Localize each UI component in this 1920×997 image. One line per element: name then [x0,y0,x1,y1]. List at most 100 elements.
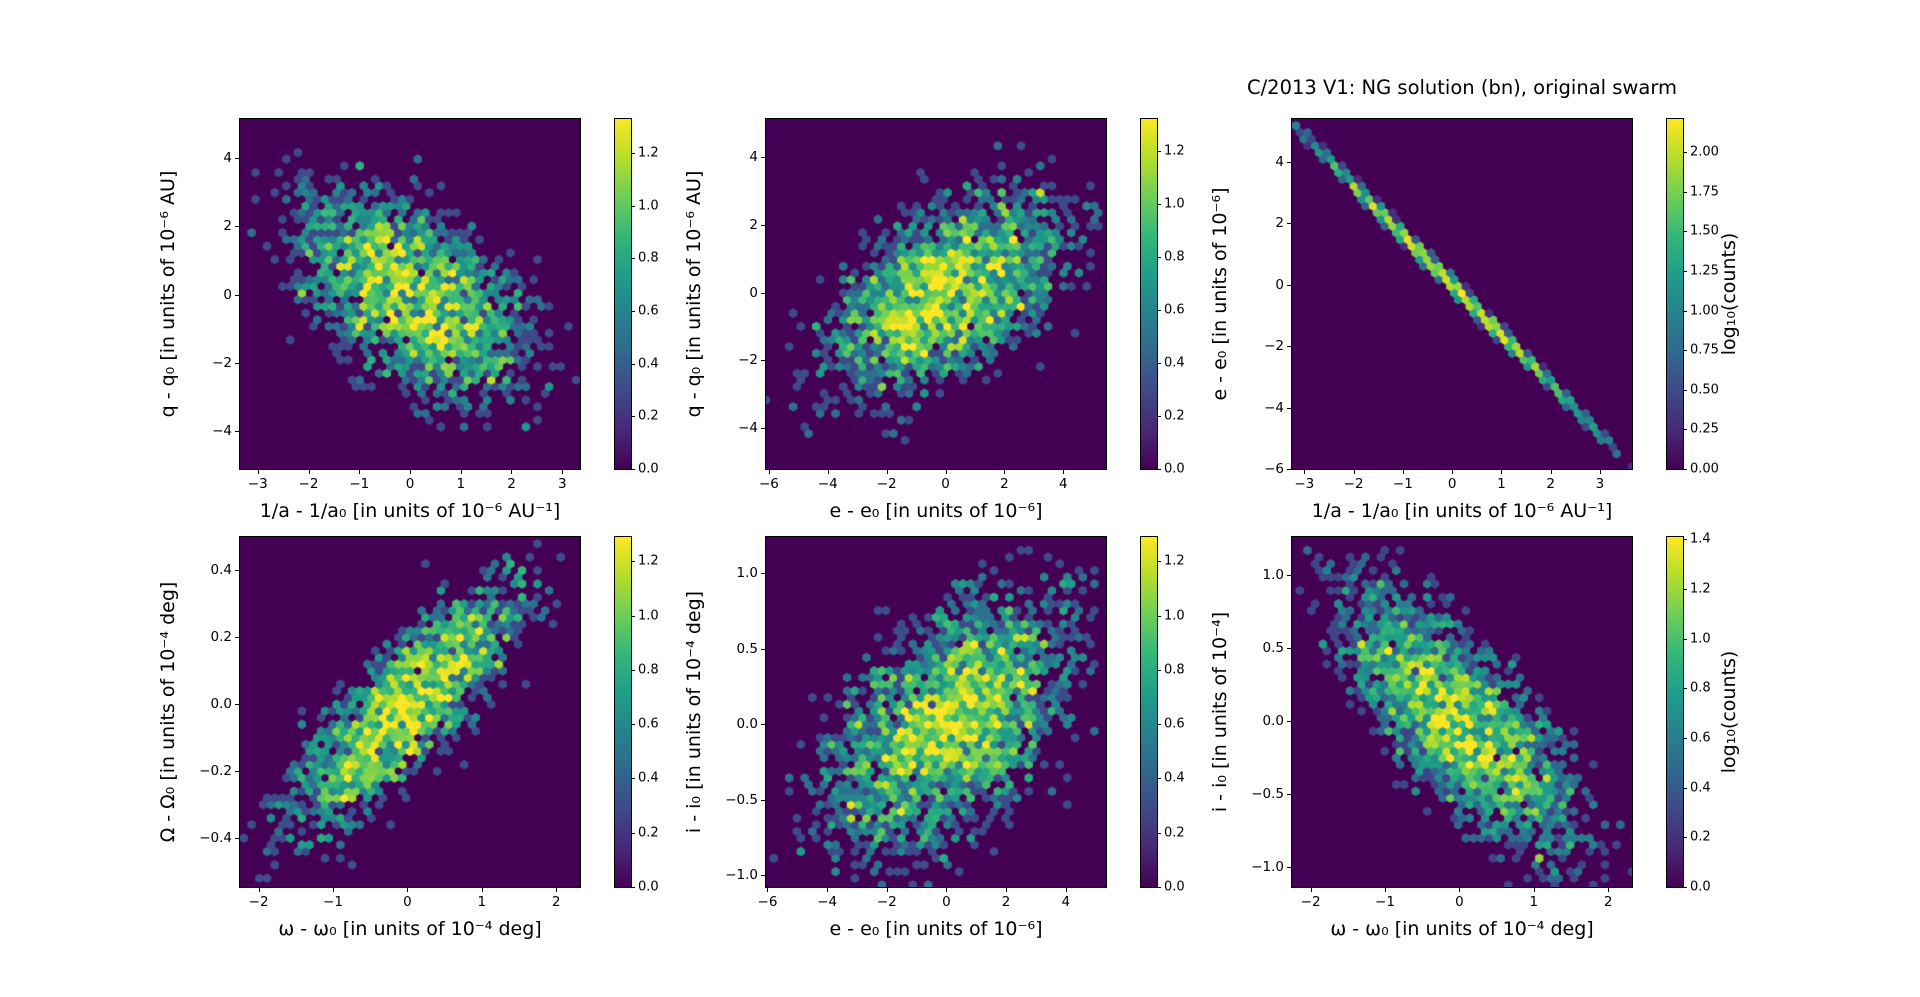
x-tick-label: −1 [323,894,343,910]
y-tick-label: 0.5 [736,640,758,657]
colorbar-tick-label: 1.0 [1690,631,1711,647]
colorbar-tick-label: 1.25 [1690,263,1719,279]
y-tick-label: 0.0 [736,716,758,733]
colorbar-tick-mark [1157,778,1161,780]
colorbar-tick-label: 0.6 [638,716,659,732]
y-tick-mark [1287,793,1292,795]
colorbar-q-diff-vs-e-diff [1140,118,1158,470]
colorbar-tick-label: 0.00 [1690,461,1719,477]
x-tick-mark [827,469,829,474]
colorbar-tick-mark [1683,271,1687,273]
colorbar-tick-label: 0.8 [1164,249,1185,265]
colorbar-tick-label: 0.6 [1164,302,1185,318]
colorbar-tick-label: 1.4 [1690,531,1711,547]
x-tick-mark [768,469,770,474]
colorbar-tick-mark [1683,350,1687,352]
y-tick-mark [761,874,766,876]
colorbar-tick-mark [631,153,635,155]
x-tick-mark [1459,887,1461,892]
colorbar-tick-label: 1.2 [638,145,659,161]
figure-title: C/2013 V1: NG solution (bn), original sw… [1247,76,1677,99]
colorbar-tick-mark [1157,203,1161,205]
x-tick-mark [1006,887,1008,892]
colorbar-i-diff-vs-e-diff [1140,536,1158,888]
colorbar-tick-label: 1.0 [1164,608,1185,624]
x-tick-label: 1 [1497,476,1506,492]
colorbar-tick-mark [631,416,635,418]
x-tick-label: 0 [405,476,415,492]
colorbar-tick-label: 0.2 [1690,829,1711,845]
y-tick-mark [235,226,240,228]
y-tick-mark [761,360,766,362]
colorbar-tick-mark [1157,832,1161,834]
colorbar-tick-label: 1.2 [1690,581,1711,597]
x-tick-label: −6 [757,894,778,910]
x-tick-mark [359,469,361,474]
colorbar-tick-label: 0.6 [638,303,659,319]
y-tick-label: 0 [749,284,758,301]
colorbar-tick-mark [1683,589,1687,591]
colorbar-tick-label: 0.4 [1164,770,1185,786]
x-tick-label: −2 [1343,476,1364,492]
colorbar-tick-label: 0.4 [638,770,659,786]
x-tick-label: 1 [1529,894,1539,910]
y-tick-label: −0.4 [199,830,232,847]
y-tick-mark [235,637,240,639]
y-tick-label: −4 [212,422,232,439]
colorbar-tick-label: 0.6 [1690,730,1711,746]
y-tick-mark [761,428,766,430]
x-tick-label: 2 [1001,894,1011,910]
y-tick-label: 0.4 [210,562,232,579]
colorbar-tick-mark [1683,887,1687,888]
y-axis-label-q-diff-vs-inverse-a-diff: q - q₀ [in units of 10⁻⁶ AU] [157,170,179,418]
colorbar-tick-mark [1157,362,1161,364]
y-tick-mark [761,799,766,801]
x-tick-mark [767,887,769,892]
y-tick-mark [235,704,240,706]
x-tick-label: 0 [942,894,951,910]
x-tick-label: 2 [1000,476,1009,492]
y-tick-mark [235,294,240,296]
x-tick-label: −3 [247,476,268,492]
colorbar-tick-label: 0.2 [638,825,659,841]
x-tick-label: 0 [941,476,950,492]
y-tick-label: −4 [1264,399,1284,416]
x-tick-mark [562,469,564,474]
y-tick-mark [761,724,766,726]
y-tick-mark [235,570,240,572]
x-tick-mark [308,469,310,474]
x-tick-mark [1004,469,1006,474]
x-tick-label: 3 [1595,476,1605,492]
colorbar-tick-label: 0.2 [638,408,659,424]
colorbar-tick-mark [631,832,635,834]
colorbar-node-diff-vs-argperi-diff [614,536,632,888]
colorbar-tick-mark [1157,669,1161,671]
colorbar-tick-mark [631,778,635,780]
x-tick-label: −4 [817,476,838,492]
colorbar-tick-mark [1157,615,1161,617]
x-tick-label: −2 [876,476,897,492]
colorbar-tick-label: 0.0 [1164,879,1185,895]
colorbar-tick-label: 0.4 [1690,780,1711,796]
x-tick-mark [481,887,483,892]
colorbar-tick-label: 0.0 [638,879,659,895]
y-tick-mark [1287,720,1292,722]
colorbar-tick-mark [1683,738,1687,740]
x-tick-label: −2 [876,894,897,910]
colorbar-tick-label: 0.8 [1690,680,1711,696]
colorbar-tick-label: 0.4 [1164,355,1185,371]
x-tick-mark [886,469,888,474]
x-tick-label: 1 [456,476,466,492]
colorbar-e-diff-vs-inverse-a-diff [1666,118,1684,470]
x-tick-label: −3 [1294,476,1315,492]
y-tick-label: −4 [738,420,758,437]
colorbar-tick-mark [1683,837,1687,839]
x-tick-mark [945,469,947,474]
colorbar-label: log₁₀(counts) [1718,232,1740,356]
y-tick-mark [761,573,766,575]
y-tick-mark [235,771,240,773]
x-tick-mark [460,469,462,474]
colorbar-tick-label: 1.50 [1690,223,1719,239]
y-tick-mark [235,158,240,160]
x-tick-label: −2 [298,476,319,492]
